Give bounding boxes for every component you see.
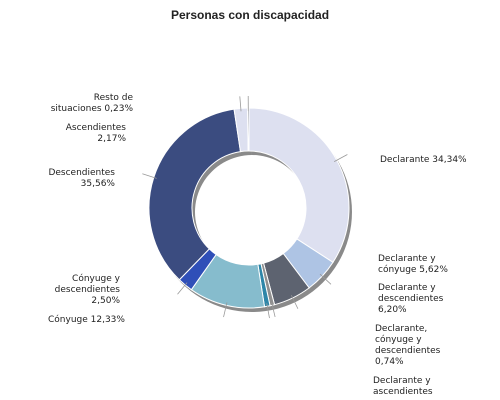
slice-label-7: Descendientes 35,56% <box>48 168 115 189</box>
slice-labels: Declarante 34,34%Declarante y cónyuge 5,6… <box>48 93 467 397</box>
slice-label-line: 35,56% <box>81 179 116 189</box>
leader-line-3 <box>271 302 276 318</box>
slice-9 <box>247 107 250 152</box>
leader-line-6 <box>177 282 188 295</box>
slice-0 <box>248 107 350 264</box>
slice-label-line: Declarante y <box>378 254 436 264</box>
slice-label-line: Declarante y <box>373 376 431 386</box>
slice-label-line: 6,20% <box>378 305 407 315</box>
slice-label-line: Resto de <box>94 93 134 103</box>
slice-label-line: 2,17% <box>97 134 126 144</box>
slice-label-line: Declarante, <box>375 324 427 334</box>
slice-label-line: Declarante y <box>378 283 436 293</box>
leader-line-5 <box>223 302 228 318</box>
slice-label-line: descendientes <box>55 285 121 295</box>
slice-label-line: cónyuge 5,62% <box>378 264 448 275</box>
slice-label-line: Cónyuge y <box>72 273 121 284</box>
leader-line-7 <box>142 173 157 179</box>
slice-label-line: Cónyuge 12,33% <box>48 314 125 325</box>
leader-lines <box>142 96 348 319</box>
slice-label-6: Cónyuge y descendientes 2,50% <box>55 273 121 306</box>
chart-title: Personas con discapacidad <box>171 8 329 22</box>
donut-slices <box>148 107 350 309</box>
slice-7 <box>148 108 242 281</box>
slice-label-line: 0,74% <box>375 357 404 367</box>
leader-line-1 <box>319 273 332 285</box>
slice-label-9: Resto de situaciones 0,23% <box>51 93 134 114</box>
slice-label-8: Ascendientes 2,17% <box>66 123 127 144</box>
leader-line-0 <box>334 154 348 162</box>
slice-label-line: descendientes <box>378 294 444 304</box>
slice-label-line: Declarante 34,34% <box>380 155 467 165</box>
slice-label-line: situaciones 0,23% <box>51 104 134 114</box>
slice-label-line: Ascendientes <box>66 123 127 133</box>
slice-label-line: ascendientes <box>373 387 433 397</box>
slice-label-4: Declarante y ascendientes <box>373 376 433 397</box>
slice-label-line: Descendientes <box>48 168 115 178</box>
leader-line-2 <box>290 295 299 309</box>
slice-label-1: Declarante y cónyuge 5,62% <box>378 254 448 275</box>
slice-label-line: cónyuge y <box>375 334 422 345</box>
slice-label-line: 2,50% <box>91 296 120 306</box>
slice-label-5: Cónyuge 12,33% <box>48 314 125 325</box>
slice-label-0: Declarante 34,34% <box>380 155 467 165</box>
leader-line-8 <box>239 96 242 112</box>
slice-label-2: Declarante y descendientes 6,20% <box>378 283 444 315</box>
leader-line-4 <box>266 303 270 319</box>
slice-label-3: Declarante, cónyuge y descendientes 0,74% <box>375 324 441 367</box>
slice-label-line: descendientes <box>375 346 441 356</box>
